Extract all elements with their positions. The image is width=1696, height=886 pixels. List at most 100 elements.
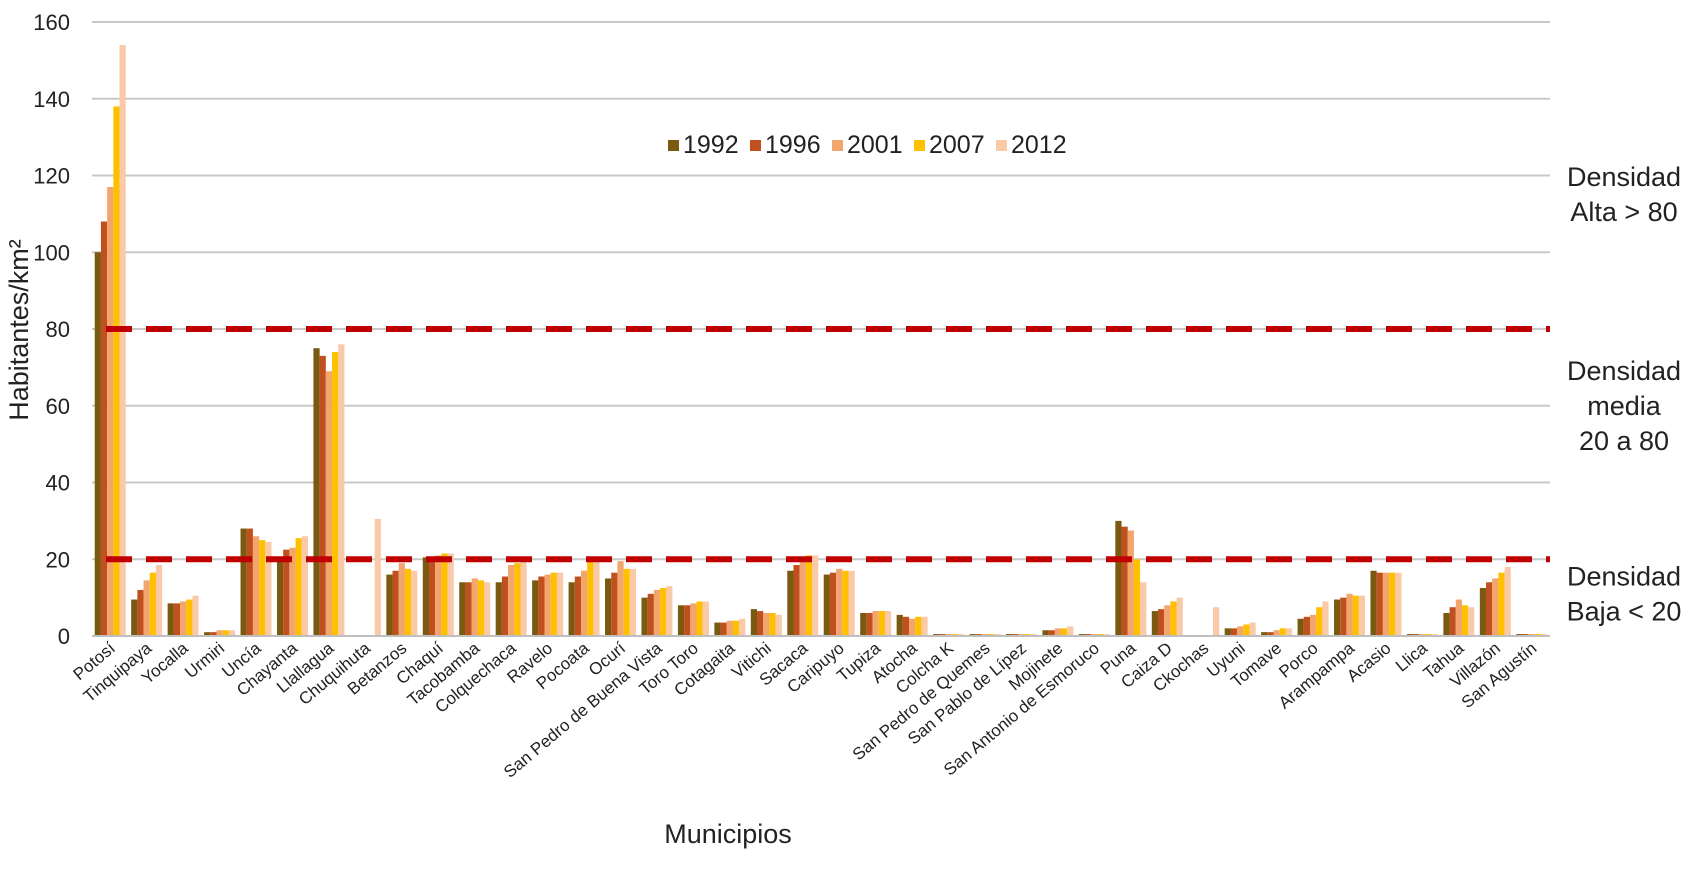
bar-1992: [1370, 570, 1377, 636]
bar-1996: [501, 576, 509, 636]
legend-label: 2001: [847, 131, 903, 159]
bar-2012: [374, 518, 381, 636]
bar-1996: [1340, 597, 1347, 637]
bar-2012: [884, 611, 892, 636]
bar-1996: [1486, 582, 1493, 636]
threshold-lines: [106, 326, 1550, 563]
legend-label: 2007: [929, 131, 985, 159]
bar-2001: [1382, 572, 1390, 636]
y-tick-label: 40: [46, 471, 70, 496]
bar-2012: [1176, 597, 1183, 637]
bar-2001: [1127, 530, 1134, 636]
bar-1996: [246, 528, 253, 636]
bar-2007: [623, 568, 630, 636]
bar-2007: [514, 563, 521, 636]
bar-2012: [338, 344, 345, 636]
y-axis-title: Habitantes/km²: [4, 239, 34, 421]
bar-2001: [726, 620, 733, 636]
bar-2012: [812, 555, 819, 636]
bar-1996: [319, 355, 326, 636]
bar-2001: [143, 580, 150, 636]
density-zone-label: 20 a 80: [1579, 426, 1669, 456]
category-label: Urmiri: [181, 639, 228, 683]
bar-2012: [1395, 572, 1402, 636]
bar-2001: [180, 601, 187, 636]
bar-1996: [1267, 632, 1274, 636]
bar-1992: [1479, 588, 1487, 636]
bar-2007: [915, 616, 922, 636]
bar-1992: [1297, 618, 1304, 636]
bar-1992: [896, 614, 903, 636]
bar-2007: [1133, 559, 1141, 636]
bar-1996: [1157, 609, 1165, 636]
bar-2012: [848, 570, 855, 636]
bar-2012: [1468, 607, 1475, 636]
legend-swatch-1992: [668, 140, 679, 151]
density-zone-label: Densidad: [1567, 561, 1681, 591]
bar-1992: [568, 582, 575, 636]
bar-1992: [94, 252, 101, 636]
bar-2007: [295, 538, 302, 636]
y-tick-label: 60: [46, 394, 70, 419]
bar-2001: [471, 578, 478, 636]
bar-2001: [289, 547, 296, 636]
bar-2012: [301, 536, 308, 636]
bar-2001: [544, 574, 551, 636]
bar-1996: [720, 622, 727, 636]
x-axis-title: Municipios: [664, 819, 792, 849]
bar-1992: [1151, 611, 1158, 636]
bar-1992: [605, 578, 612, 636]
bar-2012: [775, 614, 782, 636]
bar-2007: [878, 611, 885, 636]
bar-2012: [702, 601, 709, 636]
bar-1992: [131, 599, 138, 636]
bar-2001: [653, 589, 661, 636]
bar-2001: [909, 618, 916, 636]
bar-1992: [677, 605, 685, 636]
bar-1996: [829, 572, 837, 636]
bar-2001: [1309, 614, 1317, 636]
bar-2007: [332, 352, 339, 636]
bar-2001: [836, 568, 843, 636]
bar-2012: [666, 586, 673, 636]
bar-2001: [617, 561, 624, 636]
bar-2007: [842, 570, 849, 636]
bar-2007: [259, 540, 266, 636]
density-zone-label: Alta > 80: [1570, 197, 1677, 227]
bar-2001: [1455, 599, 1462, 636]
bar-2012: [411, 570, 418, 636]
density-zone-label: Densidad: [1567, 356, 1681, 386]
bar-2001: [1164, 605, 1171, 636]
bar-2007: [1061, 628, 1068, 636]
bar-2012: [447, 553, 454, 636]
bar-2001: [216, 630, 223, 636]
legend-swatch-2001: [832, 140, 843, 151]
y-tick-label: 140: [33, 87, 70, 112]
y-tick-label: 160: [33, 10, 70, 35]
gridlines: [92, 21, 1550, 561]
bar-2001: [872, 611, 879, 636]
bar-1996: [1449, 607, 1456, 636]
bar-1992: [1115, 520, 1122, 637]
density-zone-label: Densidad: [1567, 162, 1681, 192]
bar-2012: [484, 582, 491, 636]
bar-1996: [647, 593, 654, 636]
bar-2007: [1498, 572, 1505, 636]
bar-2012: [1504, 566, 1511, 636]
legend-swatch-2007: [914, 140, 925, 151]
density-zone-labels: Densidad Alta > 80 Densidad media 20 a 80 Den…: [1567, 162, 1682, 626]
bar-1992: [167, 603, 174, 636]
bar-2012: [119, 45, 126, 636]
y-tick-label: 80: [46, 317, 70, 342]
bar-2007: [805, 555, 813, 636]
bar-1992: [860, 612, 867, 636]
legend-swatch-1996: [750, 140, 761, 151]
bar-2007: [1389, 572, 1396, 636]
bar-2001: [1054, 628, 1062, 636]
bar-2001: [252, 536, 260, 636]
bar-2012: [1322, 601, 1329, 636]
bar-1992: [823, 574, 830, 636]
bar-1992: [532, 580, 539, 636]
bar-1992: [641, 597, 648, 637]
bar-1996: [465, 582, 472, 636]
